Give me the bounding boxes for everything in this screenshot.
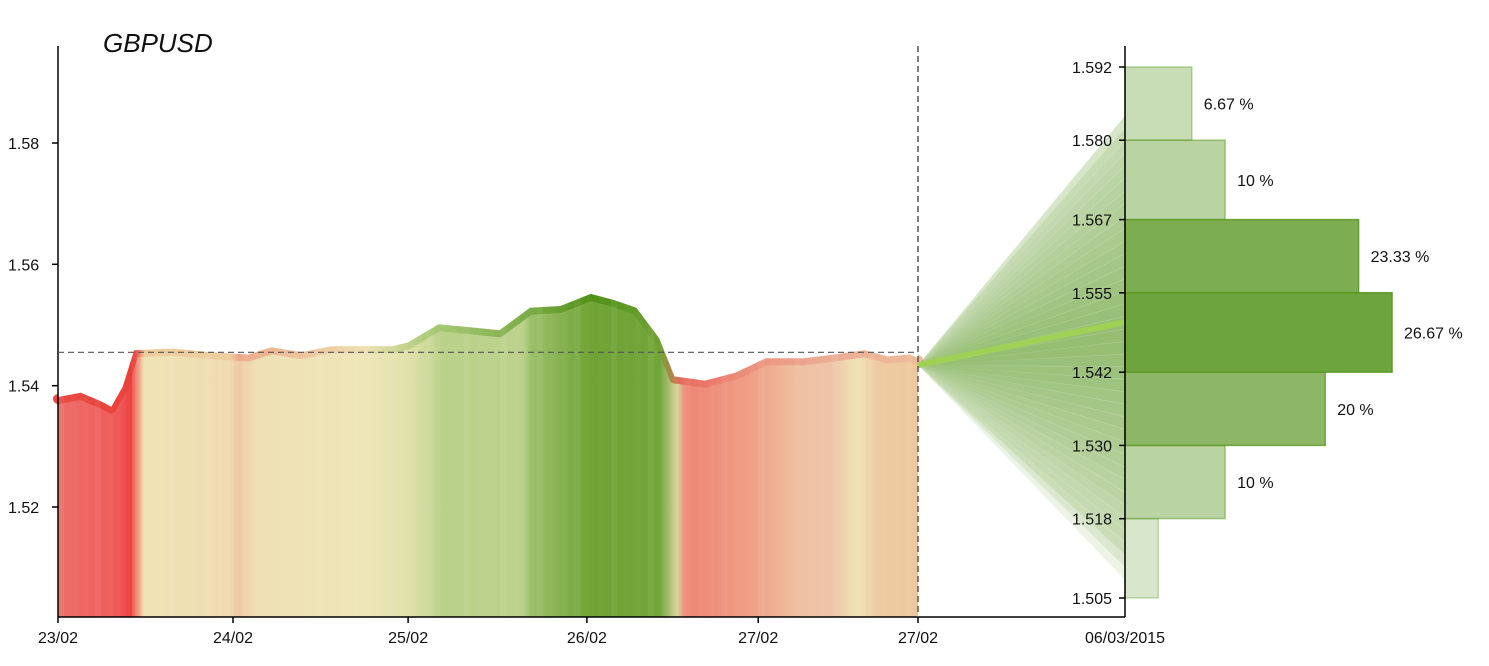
fan-ray	[918, 291, 1125, 366]
fan-ray	[918, 191, 1125, 366]
fan-ray	[918, 166, 1125, 366]
histogram-bar-label: 10 %	[1237, 173, 1273, 190]
texture-stripe	[610, 46, 617, 617]
fan-ray	[918, 365, 1125, 568]
fan-ray	[918, 365, 1125, 530]
histogram-bar	[1124, 139, 1226, 221]
histogram-bar	[1124, 444, 1226, 520]
fan-ray	[918, 365, 1125, 555]
price-area	[53, 290, 923, 617]
forecast-level-label: 1.530	[1072, 438, 1112, 455]
fan-ray	[918, 304, 1125, 366]
fan-ray	[918, 178, 1125, 366]
histogram-bar	[1124, 517, 1160, 599]
fan-ray	[918, 228, 1125, 366]
above-curve-mask	[58, 46, 918, 407]
histogram-bar	[1124, 371, 1326, 447]
fan-ray	[918, 365, 1125, 467]
forecast-level-label: 1.518	[1072, 512, 1112, 529]
fan-ray	[918, 216, 1125, 366]
histogram-bar	[1124, 292, 1393, 373]
fan-ray	[918, 115, 1125, 366]
price-area-fill	[58, 295, 918, 617]
fan-ray	[918, 128, 1125, 366]
fan-ray	[918, 365, 1125, 492]
fan-ray	[918, 365, 1125, 404]
fan-ray	[918, 365, 1125, 455]
texture-stripe	[574, 46, 581, 617]
forecast-level-label: 1.505	[1072, 591, 1112, 608]
texture-stripe	[426, 46, 433, 617]
y-tick-label: 1.54	[8, 379, 39, 396]
x-tick-label: 27/02	[898, 630, 938, 647]
axes	[57, 46, 1126, 618]
axis-labels: 1.58 1.56 1.54 1.52 23/02 24/02 25/02 26/02 27/0…	[8, 60, 1165, 647]
fan-ray	[918, 241, 1125, 366]
y-tick-label: 1.52	[8, 500, 39, 517]
forecast-level-label: 1.555	[1072, 286, 1112, 303]
fan-ray	[918, 115, 1125, 366]
fan-ray	[918, 279, 1125, 366]
y-tick-label: 1.56	[8, 257, 39, 274]
y-tick-label: 1.58	[8, 136, 39, 153]
fan-ray	[918, 203, 1125, 366]
forecast-histogram: 6.67 % 10 % 23.33 % 26.67 % 20 % 10 %	[1124, 66, 1463, 599]
histogram-bar-label: 20 %	[1337, 402, 1373, 419]
fan-ray	[918, 365, 1125, 542]
x-tick-label: 25/02	[388, 630, 428, 647]
forecast-level-label: 1.567	[1072, 213, 1112, 230]
fan-ray	[918, 253, 1125, 366]
texture-stripe	[500, 46, 507, 617]
price-stripes	[58, 46, 918, 617]
histogram-bar	[1124, 218, 1360, 294]
texture-stripe	[647, 46, 654, 617]
fan-ray	[918, 365, 1125, 480]
fan-ray	[918, 365, 1125, 505]
histogram-bar-label: 23.33 %	[1371, 249, 1430, 266]
fan-ray	[918, 365, 1125, 417]
texture-stripe	[463, 46, 470, 617]
x-tick-label: 27/02	[738, 630, 778, 647]
texture-stripe	[537, 46, 544, 617]
fan-ray	[918, 153, 1125, 366]
fan-ray	[918, 365, 1125, 517]
histogram-bar	[1124, 66, 1193, 141]
fan-ray	[918, 341, 1125, 379]
histogram-bar-label: 26.67 %	[1404, 326, 1463, 343]
x-tick-label: 24/02	[213, 630, 253, 647]
histogram-bar-label: 10 %	[1237, 475, 1273, 492]
fan-ray	[918, 354, 1125, 392]
forecast-fan	[917, 115, 1126, 580]
fan-ray	[918, 365, 1125, 429]
fan-ray	[918, 365, 1125, 442]
fan-ray	[918, 266, 1125, 366]
chart-title: GBPUSD	[103, 28, 213, 58]
forecast-level-label: 1.542	[1072, 365, 1112, 382]
price-line	[53, 290, 923, 414]
histogram-bar-label: 6.67 %	[1204, 97, 1254, 114]
x-tick-label: 26/02	[567, 630, 607, 647]
x-tick-label: 23/02	[38, 630, 78, 647]
main-forecast-line	[917, 319, 1126, 369]
forecast-level-label: 1.592	[1072, 60, 1112, 77]
forecast-end-date-label: 06/03/2015	[1085, 630, 1165, 647]
fan-ray	[918, 140, 1125, 366]
fan-ray	[918, 365, 1125, 580]
forecast-level-label: 1.580	[1072, 133, 1112, 150]
